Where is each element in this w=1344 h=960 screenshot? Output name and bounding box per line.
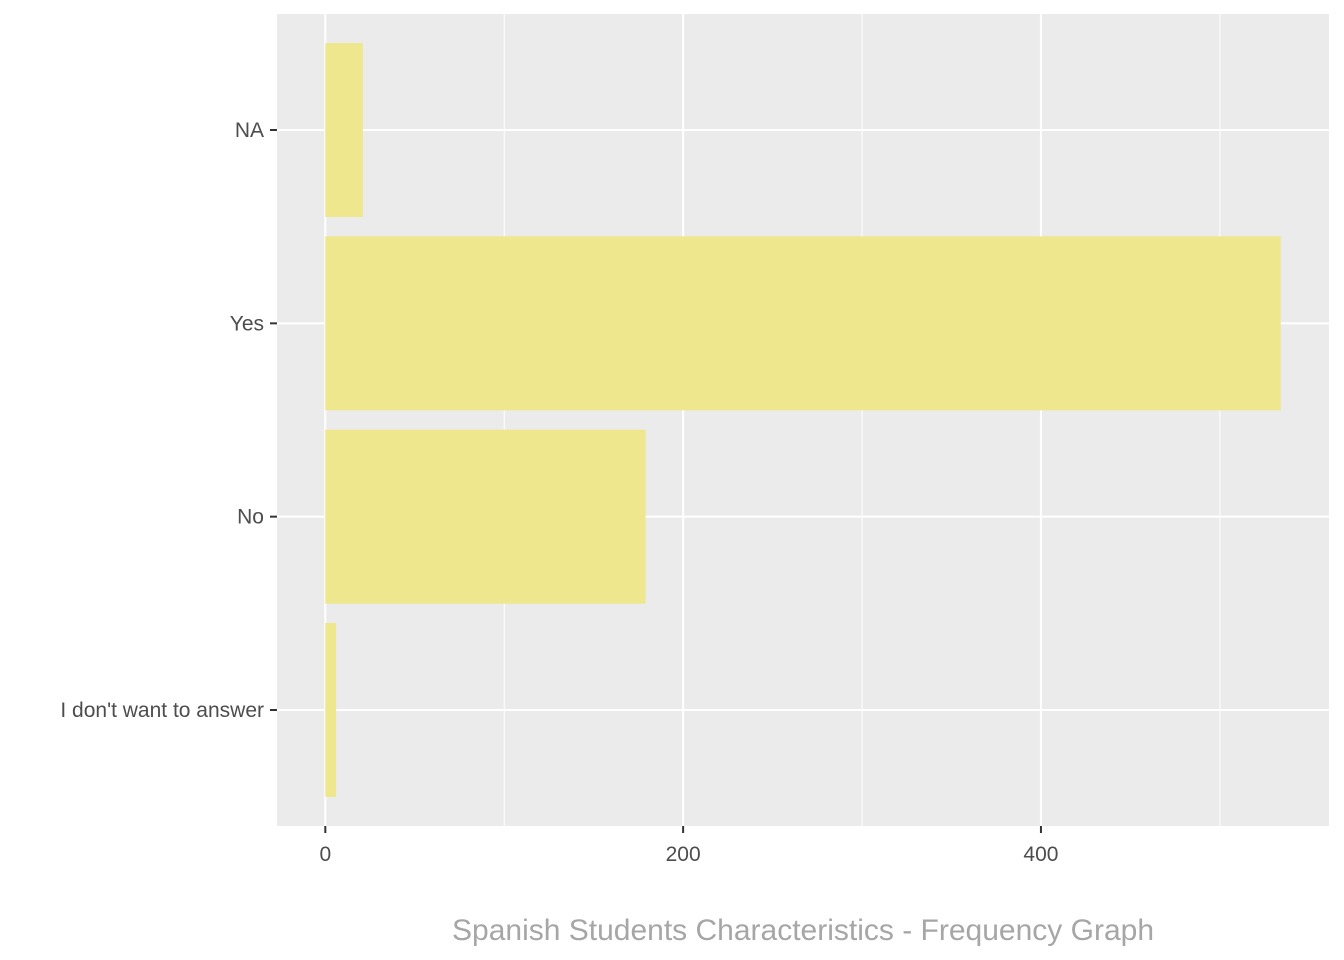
bar	[325, 429, 646, 604]
x-tick-label: 400	[1023, 843, 1058, 866]
bars	[325, 43, 1281, 797]
x-tick-label: 200	[666, 843, 701, 866]
y-tick-label: NA	[235, 119, 264, 142]
y-tick-label: No	[237, 506, 264, 529]
bar	[325, 43, 363, 217]
x-tick-label: 0	[319, 843, 331, 866]
plot-panel	[277, 14, 1329, 826]
chart-caption: Spanish Students Characteristics - Frequ…	[452, 914, 1154, 947]
x-axis: 0 200 400	[319, 826, 1058, 866]
y-axis: I don't want to answer No Yes NA	[60, 119, 277, 722]
bar	[325, 236, 1281, 411]
y-tick-label: I don't want to answer	[60, 699, 264, 722]
minor-gridlines	[503, 14, 1221, 826]
bar	[325, 623, 337, 797]
y-tick-label: Yes	[230, 312, 264, 335]
